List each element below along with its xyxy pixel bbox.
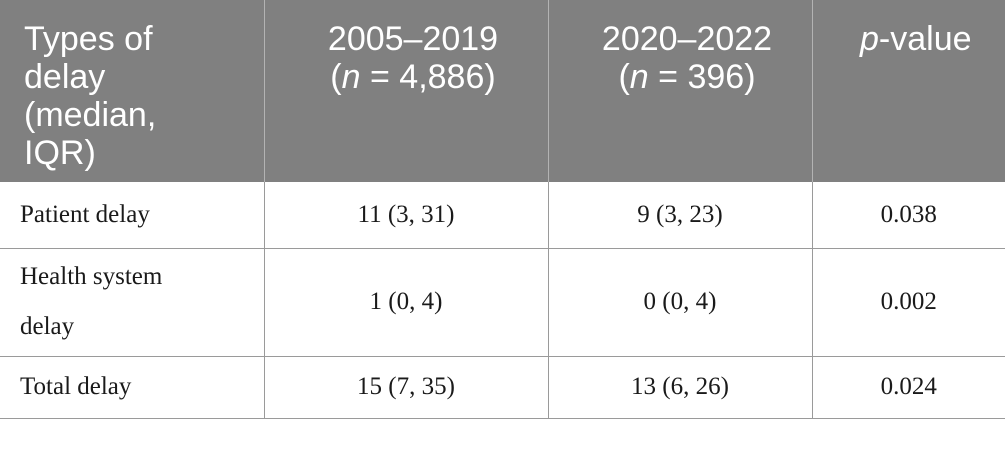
header-types-of-delay: Types of delay (median, IQR) — [0, 0, 265, 182]
header-row: Types of delay (median, IQR) 2005–2019 (… — [0, 0, 1005, 182]
header-2020-2022-n-var: n — [629, 58, 649, 96]
row-label: Total delay — [0, 356, 265, 419]
delay-comparison-table: Types of delay (median, IQR) 2005–2019 (… — [0, 0, 1005, 419]
cell-p-value: 0.024 — [812, 356, 1005, 419]
header-2005-2019-n-open: ( — [330, 58, 342, 96]
cell-2020-2022: 0 (0, 4) — [548, 248, 813, 357]
cell-2020-2022: 9 (3, 23) — [548, 182, 813, 249]
cell-p-value: 0.002 — [812, 248, 1005, 357]
header-2020-2022-n-open: ( — [618, 58, 630, 96]
cell-2005-2019: 11 (3, 31) — [264, 182, 549, 249]
header-p-value: p-value — [812, 0, 1005, 182]
header-2005-2019-n-value: = 4,886) — [360, 58, 496, 96]
table-row-health-system-delay: Health system delay 1 (0, 4) 0 (0, 4) 0.… — [0, 248, 1005, 357]
header-2005-2019-n-var: n — [341, 58, 361, 96]
cell-2005-2019: 15 (7, 35) — [264, 356, 549, 419]
row-label: Patient delay — [0, 182, 265, 249]
cell-2005-2019: 1 (0, 4) — [264, 248, 549, 357]
header-types-of-delay-label: Types of delay (median, IQR) — [24, 20, 157, 172]
cell-p-value: 0.038 — [812, 182, 1005, 249]
table-row-total-delay: Total delay 15 (7, 35) 13 (6, 26) 0.024 — [0, 356, 1005, 419]
header-p-value-var: p — [859, 20, 879, 58]
header-p-value-suffix: -value — [878, 20, 972, 58]
header-2020-2022-n-value: = 396) — [648, 58, 756, 96]
header-2020-2022: 2020–2022 (n = 396) — [548, 0, 813, 182]
header-2020-2022-years: 2020–2022 — [601, 20, 773, 58]
cell-2020-2022: 13 (6, 26) — [548, 356, 813, 419]
table-row-patient-delay: Patient delay 11 (3, 31) 9 (3, 23) 0.038 — [0, 182, 1005, 249]
header-2005-2019: 2005–2019 (n = 4,886) — [264, 0, 549, 182]
header-2005-2019-years: 2005–2019 — [327, 20, 499, 58]
row-label-text: Health system delay — [20, 263, 163, 340]
row-label: Health system delay — [0, 248, 265, 357]
